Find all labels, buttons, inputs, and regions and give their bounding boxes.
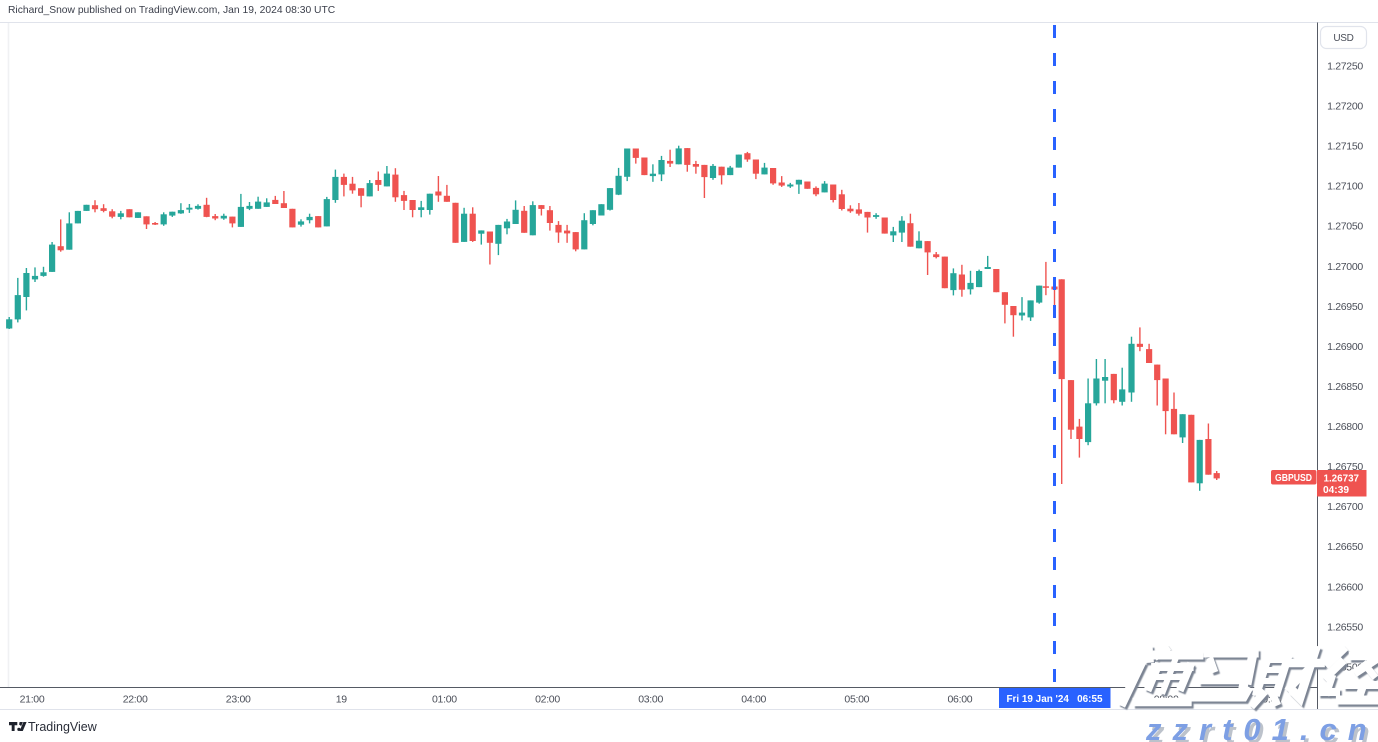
svg-text:1.26800: 1.26800 (1327, 421, 1363, 433)
svg-text:1.26900: 1.26900 (1327, 341, 1363, 353)
svg-text:01:00: 01:00 (432, 694, 457, 706)
svg-text:1.27150: 1.27150 (1327, 141, 1363, 153)
svg-text:06:00: 06:00 (948, 694, 973, 706)
svg-text:1.27000: 1.27000 (1327, 261, 1363, 273)
svg-text:1.27250: 1.27250 (1327, 61, 1363, 73)
svg-text:1.26700: 1.26700 (1327, 501, 1363, 513)
svg-text:Fri 19 Jan '24 06:55: Fri 19 Jan '24 06:55 (1007, 693, 1103, 705)
svg-text:GBPUSD: GBPUSD (1275, 473, 1312, 484)
svg-text:1.26850: 1.26850 (1327, 381, 1363, 393)
svg-text:zzrt01.cn: zzrt01.cn (1148, 715, 1378, 742)
svg-text:1.26950: 1.26950 (1327, 301, 1363, 313)
svg-text:19: 19 (336, 694, 348, 706)
svg-text:03:00: 03:00 (638, 694, 663, 706)
svg-text:05:00: 05:00 (844, 694, 869, 706)
svg-text:22:00: 22:00 (123, 694, 148, 706)
svg-text:1.26600: 1.26600 (1327, 581, 1363, 593)
svg-text:02:00: 02:00 (535, 694, 560, 706)
svg-text:1.26737: 1.26737 (1324, 473, 1360, 485)
svg-text:1.26550: 1.26550 (1327, 621, 1363, 633)
svg-text:04:39: 04:39 (1323, 484, 1349, 496)
svg-text:21:00: 21:00 (20, 694, 45, 706)
svg-text:23:00: 23:00 (226, 694, 251, 706)
svg-text:1.26650: 1.26650 (1327, 541, 1363, 553)
svg-text:zzrt01.cn: zzrt01.cn (1145, 712, 1378, 742)
svg-text:1.27200: 1.27200 (1327, 101, 1363, 113)
svg-text:1.27100: 1.27100 (1327, 181, 1363, 193)
svg-text:1.27050: 1.27050 (1327, 221, 1363, 233)
svg-text:04:00: 04:00 (741, 694, 766, 706)
svg-text:USD: USD (1333, 33, 1353, 44)
